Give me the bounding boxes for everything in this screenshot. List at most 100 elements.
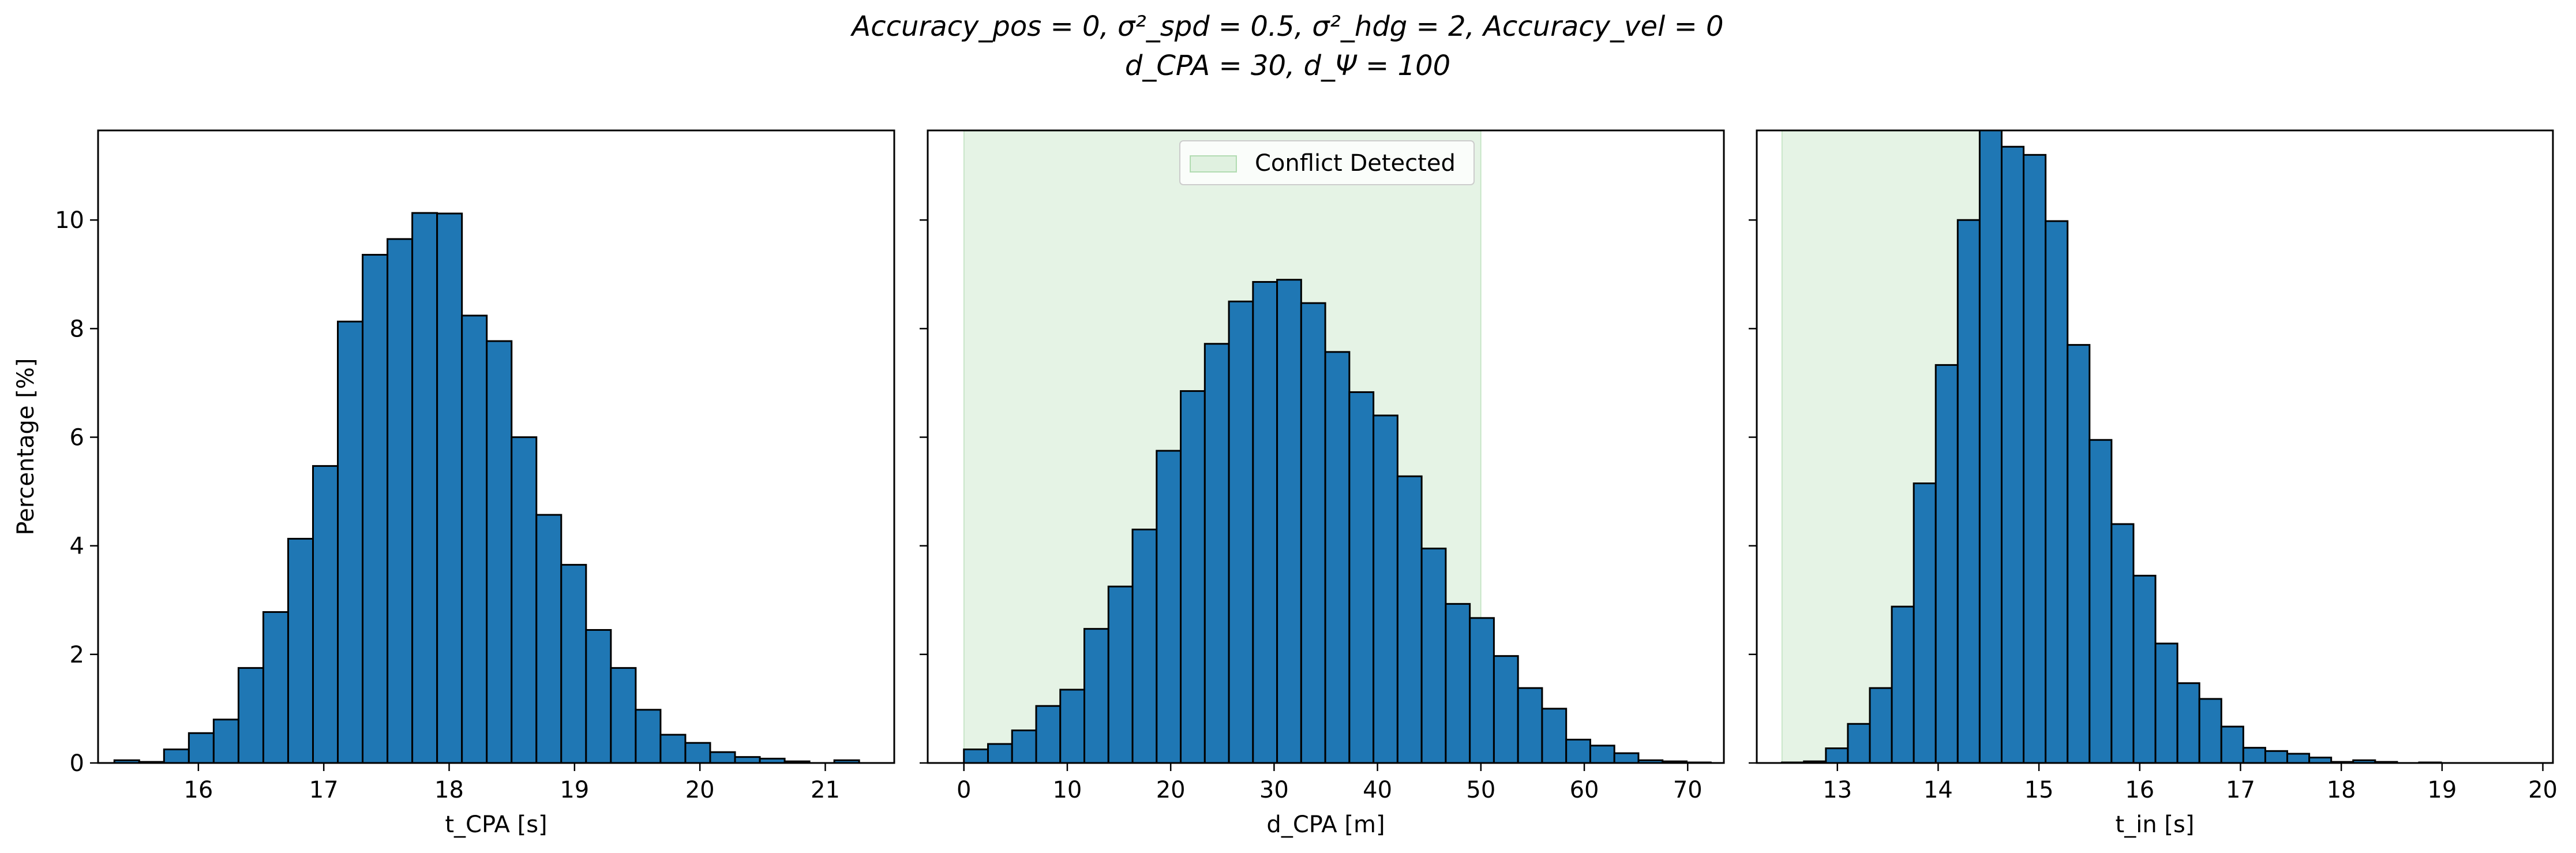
histogram-bar bbox=[387, 238, 414, 763]
x-tick-label: 21 bbox=[811, 777, 840, 803]
histogram-bar bbox=[287, 537, 314, 763]
histogram-bar bbox=[2088, 439, 2113, 763]
histogram-bar bbox=[411, 212, 438, 763]
histogram-bar bbox=[461, 315, 488, 763]
histogram-bar bbox=[2132, 574, 2157, 763]
histogram-bar bbox=[1324, 351, 1351, 763]
histogram-bar bbox=[1517, 687, 1543, 763]
figure-title-line-1: Accuracy_pos = 0, σ²_spd = 0.5, σ²_hdg =… bbox=[850, 10, 1723, 43]
x-tick-label: 14 bbox=[1923, 777, 1953, 803]
x-tick-label: 19 bbox=[560, 777, 589, 803]
y-tick-label: 10 bbox=[55, 207, 84, 234]
histogram-bar bbox=[1107, 585, 1134, 763]
y-tick-label: 8 bbox=[70, 316, 84, 342]
x-tick-label: 60 bbox=[1570, 777, 1599, 803]
x-tick-label: 16 bbox=[183, 777, 213, 803]
x-tick-label: 20 bbox=[685, 777, 715, 803]
x-tick-label: 17 bbox=[2226, 777, 2255, 803]
histogram-bar bbox=[2308, 757, 2333, 763]
histogram-bar bbox=[337, 320, 364, 763]
histogram-bar bbox=[734, 756, 761, 763]
x-tick-label: 30 bbox=[1259, 777, 1289, 803]
histogram-bar bbox=[511, 436, 538, 763]
histogram-panel-t-in: 13 14 15 16 17 18 19 20 t_in [s] bbox=[1749, 129, 2558, 838]
histogram-bar bbox=[312, 465, 339, 763]
x-tick-label: 15 bbox=[2024, 777, 2054, 803]
x-tick-label: 13 bbox=[1823, 777, 1852, 803]
histogram-bar bbox=[1348, 391, 1375, 763]
histogram-bar bbox=[2154, 642, 2178, 763]
histogram-bar bbox=[212, 719, 239, 763]
plot-area bbox=[113, 212, 860, 763]
x-tick-label: 18 bbox=[2327, 777, 2356, 803]
histogram-bar bbox=[1228, 300, 1254, 763]
legend-label: Conflict Detected bbox=[1255, 150, 1456, 177]
histogram-bar bbox=[1276, 279, 1302, 763]
histogram-bar bbox=[610, 667, 637, 763]
x-tick-label: 0 bbox=[957, 777, 971, 803]
x-tick-label: 19 bbox=[2427, 777, 2457, 803]
y-axis-label: Percentage [%] bbox=[13, 358, 39, 536]
histogram-bar bbox=[2000, 145, 2025, 763]
x-tick-label: 17 bbox=[309, 777, 339, 803]
x-tick-label: 18 bbox=[434, 777, 464, 803]
histogram-bar bbox=[486, 340, 513, 763]
legend-swatch bbox=[1190, 155, 1237, 173]
histogram-bar bbox=[1589, 744, 1615, 763]
legend: Conflict Detected bbox=[1179, 140, 1475, 185]
plot-area bbox=[1781, 130, 2442, 763]
axes-frame bbox=[927, 129, 1725, 764]
histogram-bar bbox=[436, 212, 463, 763]
histogram-bar bbox=[1541, 708, 1568, 763]
histogram-bar bbox=[2067, 344, 2091, 763]
histogram-bar bbox=[963, 748, 989, 763]
histogram-bar bbox=[1035, 705, 1062, 763]
histogram-bar bbox=[1493, 655, 1519, 763]
histogram-bar bbox=[2286, 753, 2311, 763]
histogram-bar bbox=[1825, 747, 1849, 763]
histogram-bar bbox=[659, 734, 687, 763]
y-tick-label: 2 bbox=[70, 642, 84, 668]
histogram-bar bbox=[1913, 482, 1937, 763]
histogram-bar bbox=[2242, 747, 2266, 763]
histogram-bar bbox=[163, 748, 190, 763]
axes-frame bbox=[97, 129, 895, 764]
histogram-bar bbox=[585, 629, 612, 763]
x-axis-label: t_in [s] bbox=[2116, 811, 2195, 838]
histogram-bar bbox=[1156, 450, 1182, 763]
x-tick-label: 16 bbox=[2125, 777, 2154, 803]
histogram-bar bbox=[1396, 475, 1423, 763]
histogram-bar bbox=[1869, 687, 1893, 763]
histogram-bar bbox=[1934, 364, 1959, 763]
histogram-bar bbox=[2198, 698, 2222, 763]
histogram-bar bbox=[2264, 750, 2289, 763]
x-tick-label: 20 bbox=[2528, 777, 2558, 803]
x-tick-label: 40 bbox=[1363, 777, 1392, 803]
histogram-bar bbox=[1420, 547, 1447, 763]
histogram-panel-d-cpa: 0 10 20 30 40 50 60 70 d_CPA [m] Conflict Detecte… bbox=[920, 129, 1725, 838]
histogram-bar bbox=[1469, 617, 1495, 763]
histogram-bar bbox=[2045, 220, 2069, 763]
histogram-bar bbox=[833, 759, 860, 763]
histogram-bar bbox=[1373, 414, 1398, 763]
histogram-bar bbox=[535, 514, 563, 763]
histogram-bar bbox=[1252, 280, 1278, 763]
histogram-bar bbox=[1445, 603, 1471, 763]
histogram-bar bbox=[1180, 390, 1206, 763]
x-tick-label: 10 bbox=[1052, 777, 1082, 803]
y-tick-label: 4 bbox=[70, 533, 84, 560]
histogram-bar bbox=[1847, 723, 1871, 763]
y-tick-label: 6 bbox=[70, 425, 84, 451]
histogram-bar bbox=[237, 667, 264, 763]
histogram-bar bbox=[560, 564, 587, 763]
histogram-bar bbox=[262, 611, 289, 763]
histogram-bar bbox=[1203, 343, 1230, 763]
x-tick-label: 70 bbox=[1673, 777, 1703, 803]
histogram-bar bbox=[2220, 725, 2244, 763]
legend-box bbox=[1179, 140, 1475, 185]
histogram-bar bbox=[1956, 219, 1981, 763]
histogram-bar bbox=[1613, 752, 1640, 763]
histogram-bar bbox=[709, 751, 736, 763]
histogram-bar bbox=[1131, 528, 1158, 763]
